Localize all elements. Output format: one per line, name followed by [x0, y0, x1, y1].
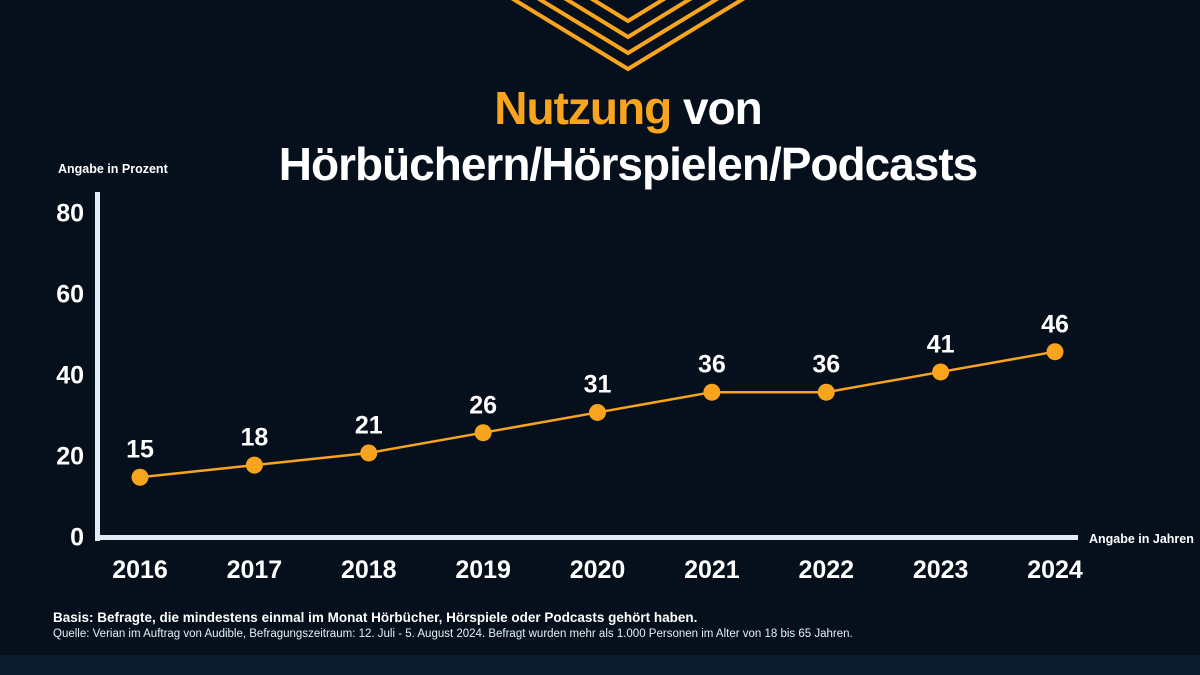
data-point-marker: [589, 403, 606, 421]
x-axis-unit-label: Angabe in Jahren: [1089, 532, 1194, 546]
y-tick-label: 40: [56, 361, 84, 390]
x-year-label: 2024: [1027, 556, 1083, 584]
x-axis-line: [95, 535, 1078, 540]
data-point-value: 31: [583, 370, 612, 399]
y-tick-label: 20: [56, 442, 84, 471]
data-point-marker: [131, 468, 149, 486]
data-point-value: 18: [240, 423, 269, 452]
chart-title-line1: Nutzung von: [28, 80, 1200, 136]
data-point-marker: [703, 383, 721, 401]
chart-title: Nutzung von Hörbüchern/Hörspielen/Podcas…: [28, 80, 1200, 192]
data-point-value: 46: [1041, 310, 1069, 339]
data-point-marker: [474, 424, 492, 442]
y-axis-unit-label: Angabe in Prozent: [58, 162, 168, 176]
x-year-label: 2019: [455, 556, 511, 584]
data-point-marker: [932, 363, 950, 381]
y-axis-line: [95, 192, 100, 541]
data-point-marker: [245, 456, 263, 474]
data-point-marker: [1046, 343, 1064, 361]
data-point-value: 26: [469, 391, 498, 420]
data-point-value: 15: [126, 435, 154, 464]
chart-title-accent-word: Nutzung: [494, 82, 672, 134]
x-year-label: 2022: [798, 556, 855, 584]
x-year-label: 2017: [226, 556, 283, 584]
y-tick-label: 80: [56, 199, 84, 228]
y-tick-label: 60: [56, 280, 84, 309]
data-point-value: 41: [926, 330, 955, 359]
chart-title-line2: Hörbüchern/Hörspielen/Podcasts: [278, 138, 979, 190]
audible-chevron-decoration: [510, 0, 746, 72]
y-tick-label: 0: [70, 523, 84, 552]
footnote-basis: Basis: Befragte, die mindestens einmal i…: [53, 610, 698, 625]
x-year-label: 2021: [684, 556, 740, 584]
x-year-label: 2018: [340, 556, 397, 584]
data-point-marker: [817, 383, 835, 401]
chart-title-line1-rest: von: [671, 82, 763, 134]
data-point-value: 21: [354, 411, 383, 440]
footnote-source: Quelle: Verian im Auftrag von Audible, B…: [53, 628, 853, 640]
data-point-value: 36: [812, 350, 841, 379]
data-point-marker: [360, 444, 378, 462]
data-point-value: 36: [697, 350, 726, 379]
x-year-label: 2020: [569, 556, 626, 584]
bottom-accent-bar: [0, 655, 1200, 675]
x-year-label: 2016: [112, 556, 168, 584]
x-year-label: 2023: [912, 556, 969, 584]
